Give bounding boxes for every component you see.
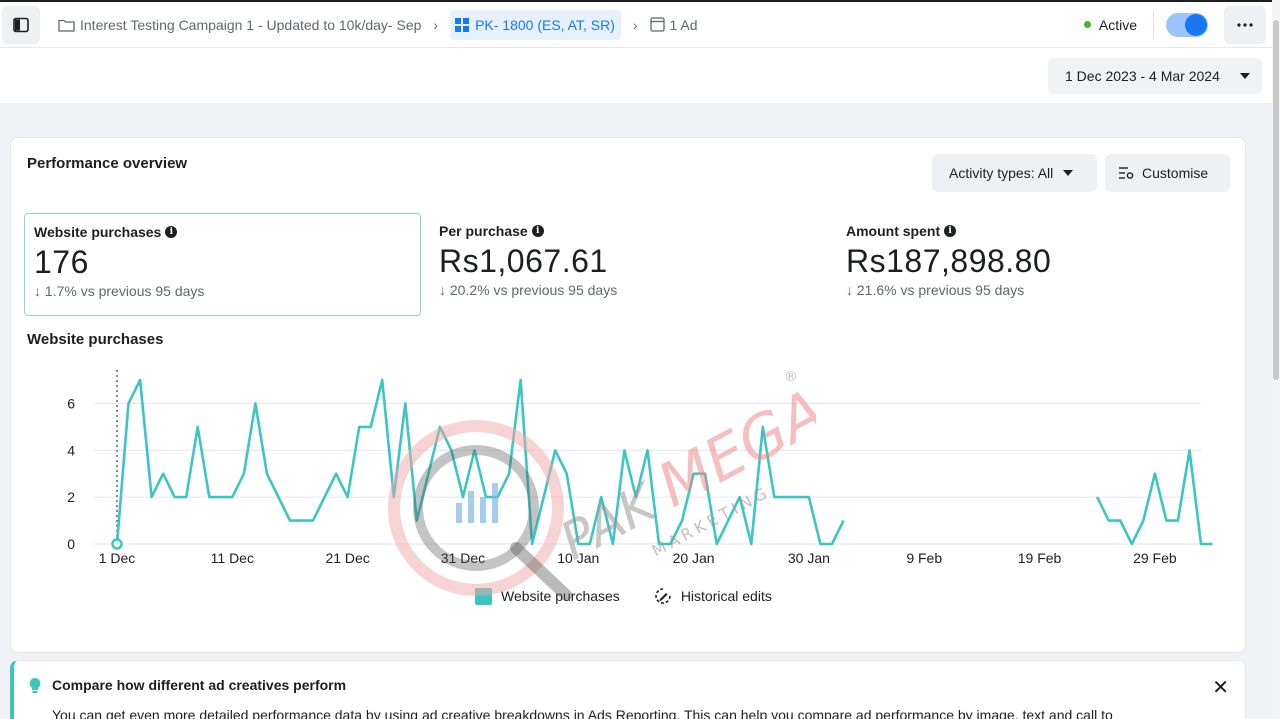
chart-legend: Website purchases Historical edits [475, 586, 772, 606]
toggle-knob [1185, 13, 1207, 36]
y-tick-label: 0 [67, 536, 75, 552]
x-tick-label: 9 Feb [906, 550, 942, 566]
start-point-marker [111, 538, 123, 550]
info-icon[interactable]: i [944, 225, 957, 237]
website-purchases-chart[interactable]: 0 2 4 6 1 Dec 11 Dec 21 Dec 31 Dec 10 Jan 20 Jan 3… [11, 358, 1245, 573]
active-toggle[interactable] [1166, 12, 1208, 37]
caret-down-icon [1063, 170, 1074, 176]
breadcrumb-bar: Interest Testing Campaign 1 - Updated to… [0, 0, 1272, 48]
metric-label: Per purchase [439, 223, 528, 239]
tip-title: Compare how different ad creatives perfo… [52, 677, 347, 693]
y-tick-label: 2 [67, 489, 75, 505]
grid-icon [454, 17, 470, 33]
card-title: Performance overview [27, 155, 188, 172]
breadcrumb-ad-set-label: PK- 1800 (ES, AT, SR) [475, 16, 615, 33]
legend-series-label[interactable]: Website purchases [501, 588, 620, 604]
more-options-button[interactable] [1224, 5, 1266, 44]
historical-edits-icon [653, 586, 673, 606]
metric-value: 176 [34, 244, 89, 280]
breadcrumb-ad[interactable]: 1 Ad [649, 10, 698, 40]
x-tick-label: 1 Dec [99, 550, 136, 566]
customise-button[interactable]: Customise [1105, 154, 1230, 192]
metric-amount-spent[interactable]: Amount spent i Rs187,898.80 ↓ 21.6% vs pr… [837, 213, 1234, 316]
metric-value: Rs187,898.80 [846, 243, 1052, 279]
panel-icon [13, 17, 29, 32]
breadcrumb-campaign[interactable]: Interest Testing Campaign 1 - Updated to… [58, 10, 421, 40]
status-dot [1083, 21, 1091, 28]
y-tick-label: 6 [67, 395, 75, 411]
tip-banner: Compare how different ad creatives perfo… [10, 660, 1246, 719]
date-range-picker[interactable]: 1 Dec 2023 - 4 Mar 2024 [1048, 58, 1262, 94]
x-tick-label: 31 Dec [441, 550, 485, 566]
x-tick-label: 29 Feb [1133, 550, 1177, 566]
metric-label: Website purchases [34, 224, 162, 240]
chart-title: Website purchases [27, 331, 164, 348]
chevron-right-icon: › [632, 16, 638, 33]
arrow-down-icon: ↓ [439, 282, 450, 298]
close-icon[interactable]: ✕ [1212, 677, 1229, 699]
activity-types-dropdown[interactable]: Activity types: All [932, 154, 1097, 192]
date-range-label: 1 Dec 2023 - 4 Mar 2024 [1065, 68, 1220, 84]
more-icon [1237, 22, 1253, 27]
x-tick-label: 19 Feb [1018, 550, 1062, 566]
metric-website-purchases[interactable]: Website purchases i 176 ↓ 1.7% vs previou… [24, 213, 421, 316]
x-tick-label: 10 Jan [557, 550, 599, 566]
chevron-right-icon: › [433, 16, 439, 33]
x-tick-label: 21 Dec [325, 550, 369, 566]
series-line-website-purchases [1096, 449, 1213, 546]
legend-swatch [475, 587, 492, 605]
breadcrumb-ad-label: 1 Ad [669, 16, 698, 33]
metric-label: Amount spent [846, 223, 941, 239]
metric-per-purchase[interactable]: Per purchase i Rs1,067.61 ↓ 20.2% vs prev… [430, 213, 827, 316]
side-panel-toggle-button[interactable] [2, 5, 40, 44]
performance-overview-card: Performance overview Activity types: All… [10, 137, 1246, 653]
metric-delta: 1.7% vs previous 95 days [44, 283, 205, 299]
status-label: Active [1098, 16, 1137, 33]
scrollbar[interactable] [1272, 0, 1280, 719]
breadcrumb-ad-set[interactable]: PK- 1800 (ES, AT, SR) [450, 9, 621, 40]
activity-types-label: Activity types: All [949, 165, 1054, 181]
customise-label: Customise [1142, 165, 1209, 181]
metric-value: Rs1,067.61 [439, 243, 608, 279]
customise-icon [1118, 166, 1134, 180]
tip-body: You can get even more detailed performan… [52, 707, 1113, 719]
info-icon[interactable]: i [165, 226, 178, 238]
series-line-website-purchases [115, 378, 845, 546]
x-tick-label: 20 Jan [673, 550, 715, 566]
legend-edits-label[interactable]: Historical edits [680, 588, 772, 604]
scrollbar-thumb[interactable] [1273, 20, 1279, 380]
lightbulb-icon [28, 677, 42, 699]
divider [1153, 10, 1154, 39]
date-row: 1 Dec 2023 - 4 Mar 2024 [0, 48, 1272, 103]
y-tick-label: 4 [67, 442, 75, 458]
metric-delta: 21.6% vs previous 95 days [856, 282, 1025, 298]
arrow-down-icon: ↓ [846, 282, 857, 298]
arrow-down-icon: ↓ [34, 283, 45, 299]
info-icon[interactable]: i [531, 225, 544, 237]
status-controls: Active [1083, 5, 1272, 44]
ad-icon [649, 17, 665, 32]
x-tick-label: 11 Dec [211, 550, 254, 566]
x-tick-label: 30 Jan [788, 550, 830, 566]
breadcrumb-campaign-label: Interest Testing Campaign 1 - Updated to… [80, 16, 422, 33]
folder-icon [58, 18, 75, 32]
caret-down-icon [1240, 73, 1250, 79]
metric-delta: 20.2% vs previous 95 days [449, 282, 618, 298]
